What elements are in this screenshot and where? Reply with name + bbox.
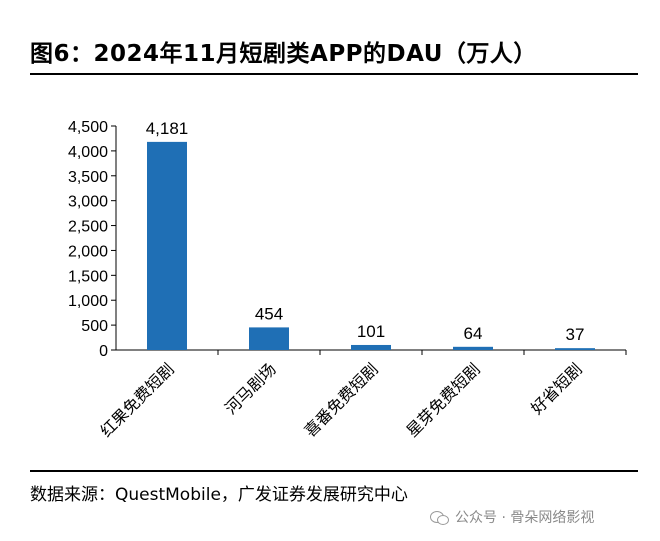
top-rule <box>30 73 638 75</box>
category-label: 星芽免费短剧 <box>403 359 484 440</box>
category-label: 好省短剧 <box>527 359 586 418</box>
watermark-text: 公众号 · 骨朵网络影视 <box>455 510 595 526</box>
y-tick-label: 0 <box>99 343 108 360</box>
wechat-icon <box>430 510 450 525</box>
bar <box>249 327 289 350</box>
category-label: 河马剧场 <box>221 359 280 418</box>
bar <box>147 141 187 350</box>
watermark: 公众号 · 骨朵网络影视 <box>430 507 594 527</box>
y-tick-label: 2,000 <box>68 243 108 260</box>
category-label: 喜番免费短剧 <box>301 359 382 440</box>
y-tick-label: 500 <box>81 318 108 335</box>
y-tick-label: 1,000 <box>68 293 108 310</box>
y-tick-label: 4,500 <box>68 119 108 136</box>
bar <box>555 348 595 350</box>
category-label: 红果免费短剧 <box>97 359 178 440</box>
bar-chart: 0 500 1,000 1,500 2,000 2,500 3,000 3,500 4,000 4… <box>68 119 627 441</box>
data-label: 64 <box>464 324 483 343</box>
bottom-rule <box>30 470 638 472</box>
y-tick-label: 1,500 <box>68 268 108 285</box>
chart-title: 图6：2024年11月短剧类APP的DAU（万人） <box>30 41 537 67</box>
y-tick-label: 3,000 <box>68 194 108 211</box>
data-label: 37 <box>566 325 585 344</box>
bar <box>351 344 391 350</box>
source-note: 数据来源：QuestMobile，广发证券发展研究中心 <box>30 485 408 505</box>
data-label: 4,181 <box>146 119 189 138</box>
data-label: 101 <box>357 322 385 341</box>
bar <box>453 346 493 350</box>
y-tick-label: 2,500 <box>68 219 108 236</box>
y-tick-label: 4,000 <box>68 144 108 161</box>
y-tick-label: 3,500 <box>68 169 108 186</box>
data-label: 454 <box>255 304 283 323</box>
